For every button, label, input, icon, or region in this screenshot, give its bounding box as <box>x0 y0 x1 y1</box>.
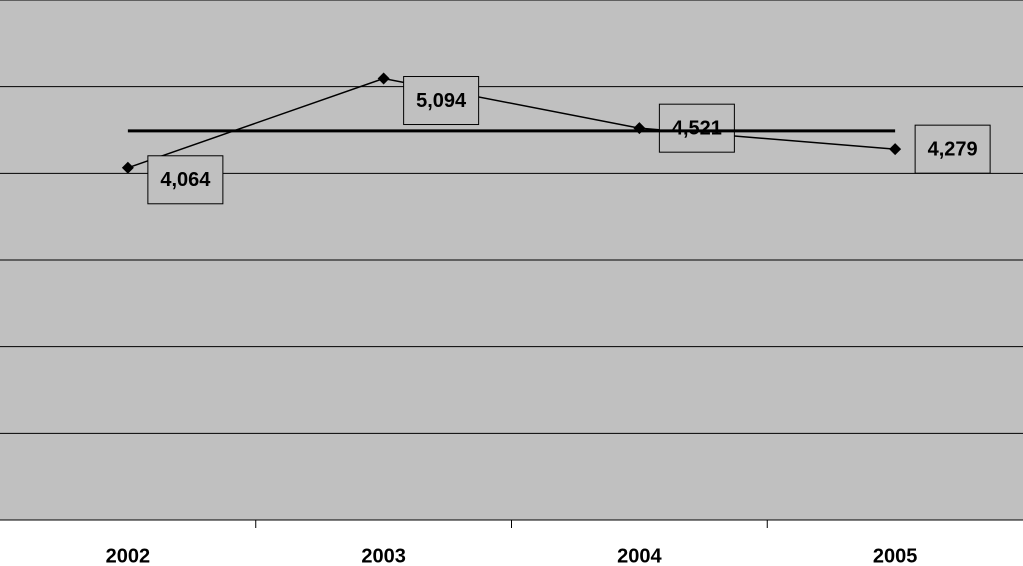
marker <box>889 143 902 156</box>
x-tick-label: 2004 <box>617 545 662 566</box>
marker <box>377 72 390 85</box>
label-box <box>403 76 480 126</box>
label-box <box>658 103 735 153</box>
label-box <box>147 155 224 205</box>
line <box>127 77 896 169</box>
x-tick-label: 2002 <box>106 545 151 566</box>
data-label: 5,094 <box>416 90 467 112</box>
data-label: 4,064 <box>160 169 211 191</box>
x-tick-label: 2005 <box>873 545 918 566</box>
marker <box>121 161 134 174</box>
data-label: 4,279 <box>928 138 978 160</box>
label-box <box>914 124 991 174</box>
x-tick-label: 2003 <box>361 545 406 566</box>
data-label: 4,521 <box>672 117 722 139</box>
